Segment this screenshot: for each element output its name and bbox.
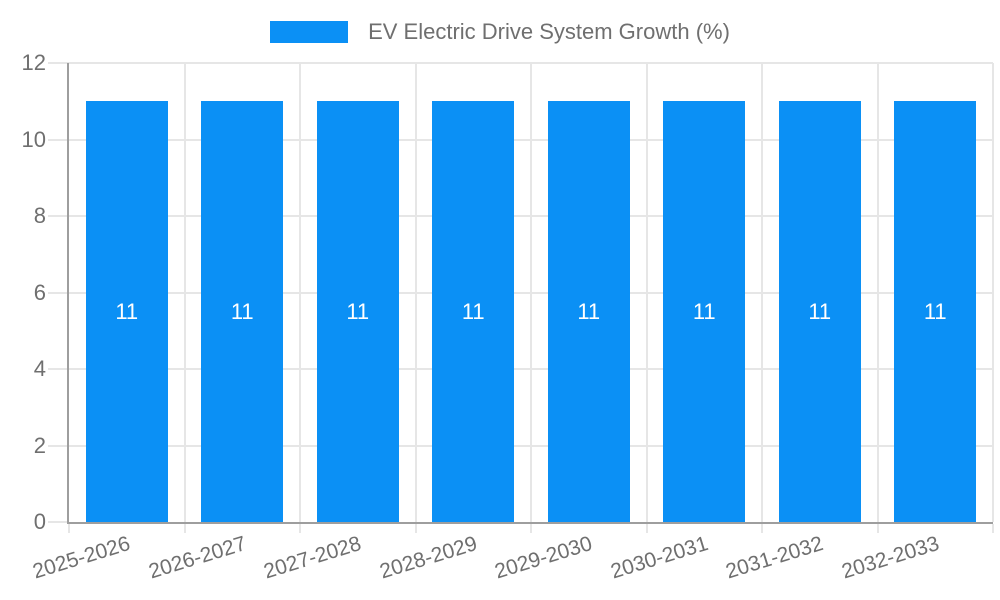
- x-axis-tick-label: 2025-2026: [30, 532, 134, 584]
- bar-value-label: 11: [577, 298, 601, 324]
- x-axis-tick-label: 2030-2031: [607, 532, 711, 584]
- y-axis-tick-label: 8: [33, 203, 46, 228]
- y-axis-tick-label: 6: [33, 279, 46, 305]
- y-axis-tick: [48, 444, 69, 447]
- x-axis-tick-label: 2026-2027: [145, 532, 249, 584]
- x-axis-tick-label: 2031-2032: [723, 532, 827, 584]
- bar-value-label: 11: [692, 298, 716, 324]
- y-axis-line: [67, 63, 69, 524]
- gridline-vertical: [530, 63, 532, 522]
- x-axis-tick-label: 2029-2030: [492, 532, 596, 584]
- legend-item[interactable]: EV Electric Drive System Growth (%): [0, 20, 1000, 44]
- bar: 11: [663, 101, 746, 522]
- y-axis-tick: [48, 138, 69, 141]
- bar-value-label: 11: [346, 298, 370, 324]
- y-axis-tick: [48, 521, 69, 523]
- x-axis-tick-label: 2027-2028: [261, 532, 365, 584]
- gridline-vertical: [761, 63, 763, 522]
- x-axis-tick-label: 2028-2029: [376, 532, 480, 584]
- gridline-vertical: [183, 63, 186, 522]
- x-axis-tick: [992, 524, 994, 533]
- bar: 11: [778, 101, 861, 522]
- y-axis-tick: [48, 368, 69, 370]
- x-axis-tick: [299, 524, 301, 533]
- y-axis-tick-label: 4: [33, 356, 46, 381]
- bar-value-label: 11: [115, 298, 139, 324]
- y-axis-tick-label: 2: [33, 432, 46, 458]
- x-axis-tick: [761, 524, 763, 533]
- y-axis-tick-label: 0: [33, 509, 46, 534]
- gridline-vertical: [414, 63, 417, 522]
- y-axis-tick-label: 12: [21, 50, 46, 75]
- x-axis-line: [67, 522, 993, 524]
- bar: 11: [547, 101, 630, 522]
- y-axis-tick: [48, 291, 69, 294]
- y-axis-tick: [48, 62, 69, 64]
- bar: 11: [894, 101, 977, 522]
- x-axis-tick-label: 2032-2033: [838, 532, 942, 584]
- x-axis-tick: [414, 524, 417, 533]
- legend-swatch: [270, 21, 349, 43]
- bar-value-label: 11: [808, 298, 832, 324]
- bar: 11: [201, 101, 284, 522]
- x-axis-tick: [530, 524, 532, 533]
- x-axis-tick: [645, 524, 648, 533]
- x-axis-tick: [876, 524, 879, 533]
- bar-value-label: 11: [923, 298, 947, 324]
- gridline-vertical: [299, 63, 301, 522]
- bar: 11: [432, 101, 515, 522]
- y-axis-tick-label: 10: [21, 126, 46, 152]
- legend-label: EV Electric Drive System Growth (%): [368, 19, 730, 44]
- x-axis-tick: [68, 524, 70, 533]
- gridline-vertical: [992, 63, 994, 522]
- bar: 11: [316, 101, 399, 522]
- bar: 11: [85, 101, 168, 522]
- gridline-vertical: [876, 63, 879, 522]
- gridline-vertical: [645, 63, 648, 522]
- bar-value-label: 11: [461, 298, 485, 324]
- bar-value-label: 11: [230, 298, 254, 324]
- y-axis-tick: [48, 215, 69, 217]
- x-axis-tick: [183, 524, 186, 533]
